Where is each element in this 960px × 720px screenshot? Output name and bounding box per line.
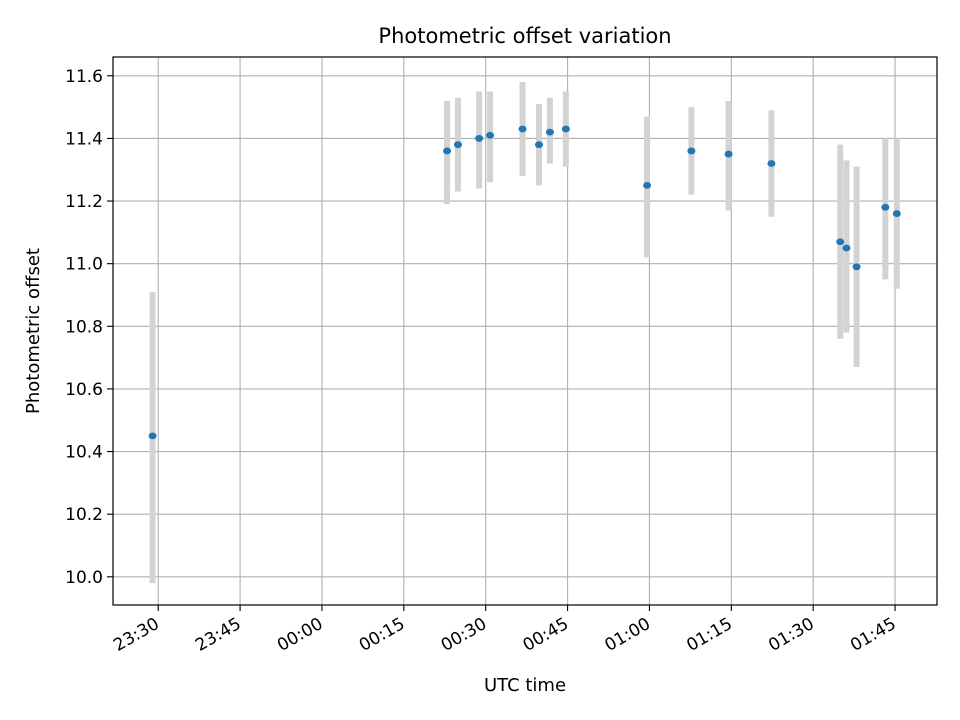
data-point	[892, 210, 901, 217]
data-point	[687, 147, 696, 155]
y-tick-label: 11.4	[65, 129, 103, 149]
data-point	[842, 244, 851, 252]
data-point	[453, 141, 462, 149]
data-point	[724, 150, 733, 158]
x-axis-label: UTC time	[484, 675, 566, 696]
data-point	[535, 141, 544, 149]
data-point	[852, 263, 861, 271]
data-point	[518, 125, 527, 133]
data-point	[881, 203, 890, 211]
data-point	[148, 432, 157, 440]
plot-frame	[112, 56, 938, 606]
y-tick-label: 10.4	[65, 443, 103, 463]
y-tick-label: 10.6	[65, 380, 103, 400]
y-tick-label: 10.8	[65, 317, 103, 337]
y-tick-label: 10.2	[65, 505, 103, 525]
y-tick-label: 11.6	[65, 67, 103, 87]
data-point	[767, 160, 776, 167]
y-axis-ticks: 10.0 10.2 10.4 10.6 10.8 11.0 11.2 11.4 11.6	[65, 67, 113, 588]
data-point	[561, 125, 570, 133]
data-point	[443, 147, 452, 155]
y-tick-label: 11.0	[65, 255, 103, 275]
data-point	[836, 238, 845, 246]
data-point	[545, 128, 554, 136]
y-tick-label: 11.2	[65, 192, 103, 212]
point-layer	[148, 125, 901, 440]
y-axis-label: Photometric offset	[23, 248, 44, 414]
data-point	[486, 131, 495, 139]
data-point	[475, 135, 484, 142]
data-point	[643, 181, 652, 189]
chart-title: Photometric offset variation	[378, 24, 671, 48]
y-tick-label: 10.0	[65, 568, 103, 588]
